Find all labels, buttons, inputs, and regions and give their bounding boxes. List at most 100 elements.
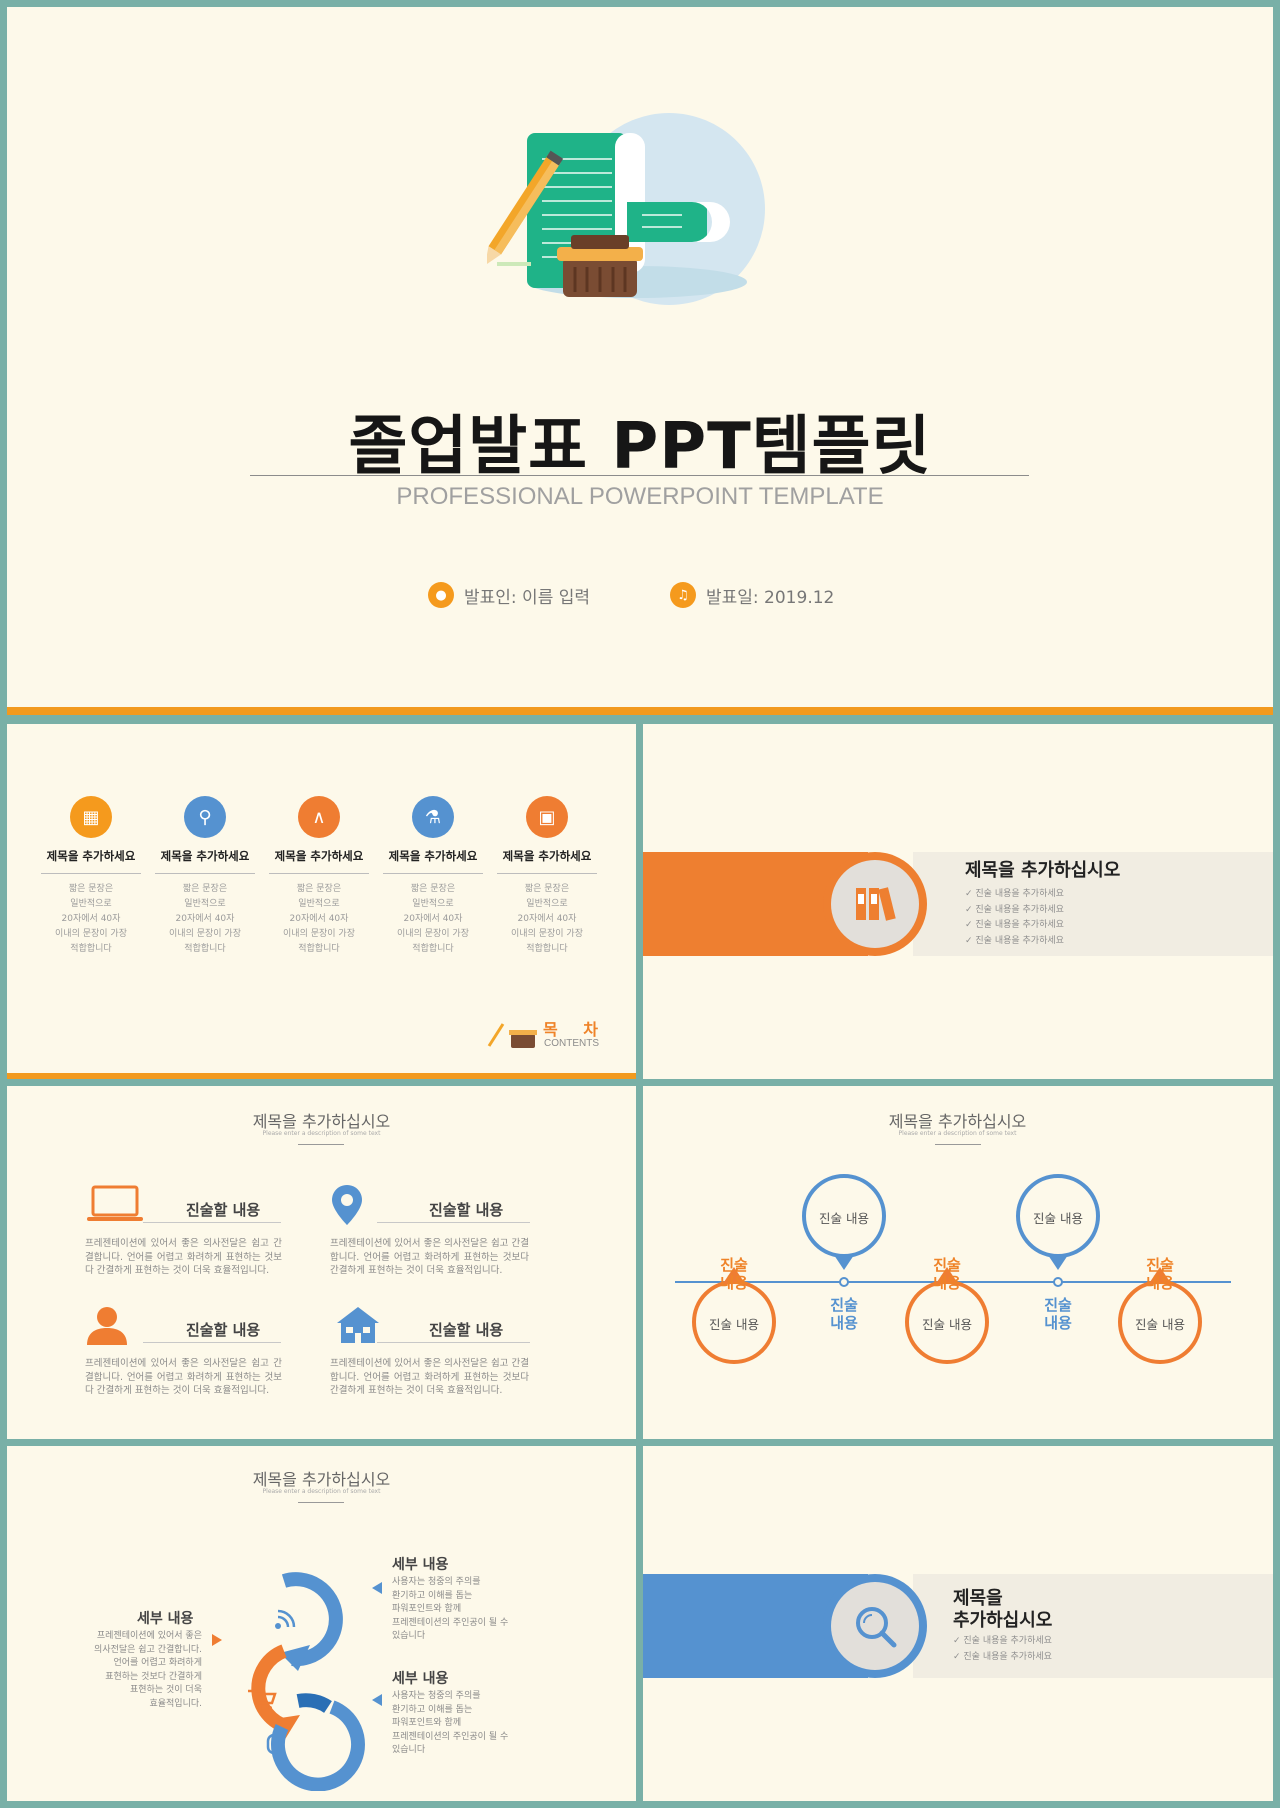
block-text: 프레젠테이션에 있어서 좋은 의사전달은 쉽고 간결합니다. 언어를 어렵고 화… [85,1238,282,1276]
right-top-detail-title: 세부 내용 [392,1557,449,1573]
timeline-node-label: 진술 내용 [830,1296,858,1332]
slide-section-1[interactable]: 제목을 추가하십시오 ✓ 진술 내용을 추가하세요 ✓ 진술 내용을 추가하세요 ✓… [643,724,1273,1079]
slide-title: 제목을 추가하십시오 [888,1112,1027,1131]
timeline-node-label: 진술 내용 [1044,1296,1072,1332]
slide-four-blocks[interactable]: 제목을 추가하십시오 Please enter a description of… [7,1086,636,1439]
toc-accent-bar [7,1073,636,1079]
slide-description: Please enter a description of some text [898,1130,1017,1137]
block-text: 프레젠테이션에 있어서 좋은 의사전달은 쉽고 간결합니다. 언어를 어렵고 화… [330,1358,529,1396]
cover-divider [250,475,1029,476]
cycle-graphic [248,1572,365,1791]
right-top-detail-text: 사용자는 청중의 주의를 환기하고 이해를 돕는 파워포인트와 함께 프레젠테이션의 … [392,1577,509,1641]
laptop-icon [87,1185,143,1221]
block-title: 진술할 내용 [429,1321,504,1339]
toc-item-rule [383,873,483,874]
search-icon: ⚲ [184,796,226,838]
title-rule [298,1144,344,1145]
person-icon [87,1307,127,1345]
cover-subtitle: PROFESSIONAL POWERPOINT TEMPLATE [396,483,884,510]
date-info: ♫ 발표일: 2019.12 [670,582,834,608]
title-rule [935,1144,981,1145]
toc-item-title: 제목을 추가하세요 [388,849,478,863]
toc-item-rule [269,873,369,874]
toc-item-text: 짧은 문장은 일반적으로 20자에서 40자 이내의 문장이 가장 적합합니다 [511,884,583,954]
person-icon: ● [428,582,454,608]
microphone-icon: ♫ [670,582,696,608]
block-text: 프레젠테이션에 있어서 좋은 의사전달은 쉽고 간결합니다. 언어를 어렵고 화… [330,1238,529,1276]
slide-timeline[interactable]: 제목을 추가하십시오 Please enter a description of… [643,1086,1273,1439]
block-title: 진술할 내용 [429,1201,504,1219]
timeline-node-label: 진술 내용 [1146,1256,1174,1292]
timeline-circle-label: 진술 내용 [922,1317,972,1332]
block-rule [143,1222,281,1223]
slide-cover[interactable]: 졸업발표 PPT템플릿 PROFESSIONAL POWERPOINT TEMP… [7,7,1273,715]
toc-item: ∧ 제목을 추가하세요 짧은 문장은 일반적으로 20자에서 40자 이내의 문장이 … [269,796,369,957]
section-title: 제목을 추가하십시오 [965,860,1121,881]
left-detail-text: 프레젠테이션에 있어서 좋은 의사전달은 쉽고 간결합니다. 언어를 어렵고 화려하… [94,1631,202,1709]
right-bottom-detail-title: 세부 내용 [392,1671,449,1687]
block-rule [377,1342,530,1343]
laptop-icon: ▣ [526,796,568,838]
right-bottom-pointer-icon [372,1694,382,1706]
title-rule [298,1502,344,1503]
toc-item-text: 짧은 문장은 일반적으로 20자에서 40자 이내의 문장이 가장 적합합니다 [169,884,241,954]
slide-section-2[interactable]: 제목을 추가하십시오 ✓ 진술 내용을 추가하세요 ✓ 진술 내용을 추가하세요 [643,1446,1273,1801]
presenter-info: ● 발표인: 이름 입력 [428,582,590,608]
microscope-icon: ⚗ [412,796,454,838]
toc-item-rule [497,873,597,874]
right-top-pointer-icon [372,1582,382,1594]
binders-icon: ▦ [70,796,112,838]
section-bullets: ✓ 진술 내용을 추가하세요 ✓ 진술 내용을 추가하세요 ✓ 진술 내용을 추가하… [965,889,1064,946]
location-pin-icon [332,1185,362,1225]
search-icon [831,1582,919,1670]
slide-contents[interactable]: ▦ 제목을 추가하세요 짧은 문장은 일반적으로 20자에서 40자 이내의 문장이 … [7,724,636,1079]
compass-icon: ∧ [298,796,340,838]
date-label: 발표일: 2019.12 [706,587,835,608]
timeline-node-label: 진술 내용 [720,1256,748,1292]
block-rule [377,1222,530,1223]
toc-item-text: 짧은 문장은 일반적으로 20자에서 40자 이내의 문장이 가장 적합합니다 [397,884,469,954]
cover-title: 졸업발표 PPT템플릿 [348,410,932,484]
block-title: 진술할 내용 [186,1201,261,1219]
slide-title: 제목을 추가하십시오 [252,1470,391,1489]
toc-item-rule [155,873,255,874]
toc-item: ▣ 제목을 추가하세요 짧은 문장은 일반적으로 20자에서 40자 이내의 문장이 … [497,796,597,957]
toc-item-text: 짧은 문장은 일반적으로 20자에서 40자 이내의 문장이 가장 적합합니다 [283,884,355,954]
right-bottom-detail-text: 사용자는 청중의 주의를 환기하고 이해를 돕는 파워포인트와 함께 프레젠테이션의 … [392,1691,509,1755]
block-text: 프레젠테이션에 있어서 좋은 의사전달은 쉽고 간결합니다. 언어를 어렵고 화… [85,1358,282,1396]
timeline-circle-label: 진술 내용 [1033,1211,1083,1226]
contents-label-en: CONTENTS [544,1038,599,1049]
left-detail-title: 세부 내용 [137,1611,194,1627]
left-pointer-icon [212,1634,222,1646]
slide-description: Please enter a description of some text [262,1488,381,1495]
presenter-label: 발표인: 이름 입력 [464,587,591,608]
timeline-circle-label: 진술 내용 [819,1211,869,1226]
toc-item-rule [41,873,141,874]
timeline-graphic [675,1174,1231,1364]
contents-label-ko: 목 차 [543,1020,609,1039]
block-title: 진술할 내용 [186,1321,261,1339]
section-title-band [913,1574,1273,1678]
timeline-circle-label: 진술 내용 [1135,1317,1185,1332]
toc-item-title: 제목을 추가하세요 [160,849,250,863]
toc-item-text: 짧은 문장은 일반적으로 20자에서 40자 이내의 문장이 가장 적합합니다 [55,884,127,954]
toc-item-title: 제목을 추가하세요 [502,849,592,863]
cover-accent-bar [7,707,1273,715]
timeline-node-label: 진술 내용 [933,1256,961,1292]
section-title-band [913,852,1273,956]
toc-item: ⚗ 제목을 추가하세요 짧은 문장은 일반적으로 20자에서 40자 이내의 문장이 … [383,796,483,957]
cover-illustration [487,113,765,305]
toc-item-title: 제목을 추가하세요 [274,849,364,863]
toc-item: ⚲ 제목을 추가하세요 짧은 문장은 일반적으로 20자에서 40자 이내의 문장이 … [155,796,255,957]
house-icon [337,1307,379,1343]
binders-icon [831,860,919,948]
toc-item-title: 제목을 추가하세요 [46,849,136,863]
slide-title: 제목을 추가하십시오 [252,1112,391,1131]
timeline-circle-label: 진술 내용 [709,1317,759,1332]
slide-cycle[interactable]: 제목을 추가하십시오 Please enter a description of… [7,1446,636,1801]
toc-item: ▦ 제목을 추가하세요 짧은 문장은 일반적으로 20자에서 40자 이내의 문장이 … [41,796,141,957]
pen-ink-icon [487,1023,537,1048]
block-rule [143,1342,281,1343]
slide-description: Please enter a description of some text [262,1130,381,1137]
section-bullets: ✓ 진술 내용을 추가하세요 ✓ 진술 내용을 추가하세요 [953,1636,1052,1662]
